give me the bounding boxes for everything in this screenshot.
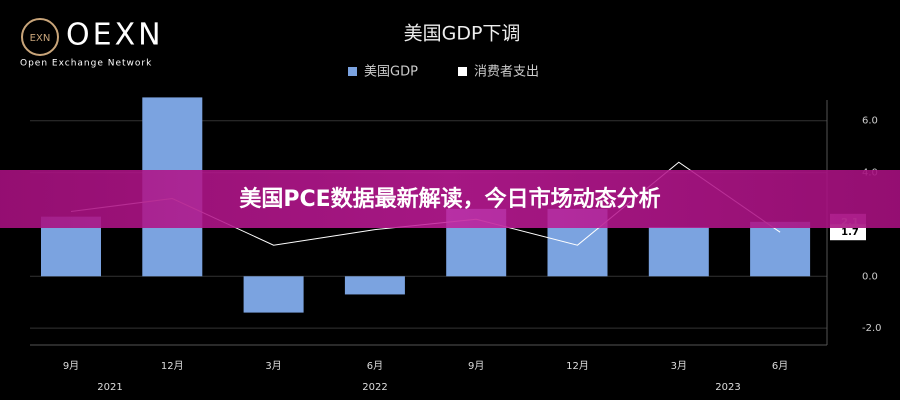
year-label: 2021 bbox=[97, 382, 122, 393]
bar bbox=[344, 276, 405, 295]
legend-swatch bbox=[348, 67, 357, 76]
year-label: 2023 bbox=[715, 382, 740, 393]
logo-name: OEXN bbox=[66, 18, 164, 53]
x-tick-label: 9月 bbox=[63, 360, 79, 372]
legend-label: 消费者支出 bbox=[474, 65, 539, 80]
y-tick-label: 6.0 bbox=[862, 116, 878, 127]
logo-tagline: Open Exchange Network bbox=[20, 59, 152, 69]
legend-swatch bbox=[458, 67, 467, 76]
year-label: 2022 bbox=[362, 382, 387, 393]
x-tick-label: 12月 bbox=[566, 360, 589, 372]
x-tick-label: 6月 bbox=[367, 360, 383, 372]
x-tick-label: 12月 bbox=[161, 360, 184, 372]
bar bbox=[648, 227, 709, 277]
x-tick-label: 9月 bbox=[468, 360, 484, 372]
banner bbox=[0, 170, 900, 228]
legend-label: 美国GDP bbox=[364, 65, 418, 80]
end-label: 1.7 bbox=[841, 227, 859, 238]
bar bbox=[243, 276, 304, 313]
x-tick-label: 6月 bbox=[772, 360, 788, 372]
bar bbox=[750, 221, 811, 277]
y-tick-label: -2.0 bbox=[862, 323, 882, 334]
x-tick-label: 3月 bbox=[265, 360, 281, 372]
logo-icon bbox=[21, 18, 59, 56]
end-label-box bbox=[830, 224, 866, 241]
logo-icon-text: EXN bbox=[30, 33, 51, 44]
chart-title: 美国GDP下调 bbox=[404, 23, 521, 45]
banner-text: 美国PCE数据最新解读，今日市场动态分析 bbox=[239, 186, 660, 212]
y-tick-label: 0.0 bbox=[862, 271, 878, 282]
x-tick-label: 3月 bbox=[671, 360, 687, 372]
